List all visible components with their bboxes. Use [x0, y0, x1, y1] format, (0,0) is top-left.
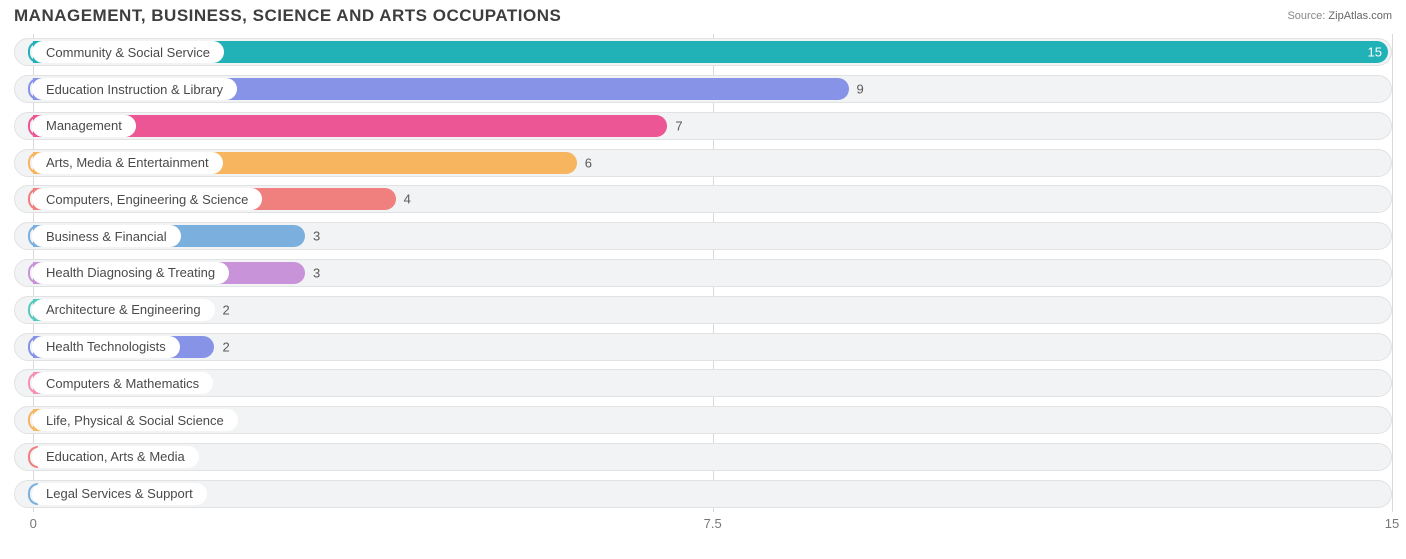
- table-row: 3 Health Diagnosing & Treating: [14, 259, 1392, 287]
- bar-value: 2: [222, 339, 229, 354]
- source-attribution: Source: ZipAtlas.com: [1287, 10, 1392, 22]
- bar-label: Education, Arts & Media: [32, 446, 199, 468]
- table-row: 2 Health Technologists: [14, 333, 1392, 361]
- table-row: 15 Community & Social Service: [14, 38, 1392, 66]
- bar-value: 9: [857, 82, 864, 97]
- table-row: 9 Education Instruction & Library: [14, 75, 1392, 103]
- bar-track: [14, 369, 1392, 397]
- table-row: 0Education, Arts & Media: [14, 443, 1392, 471]
- bar-label: Health Diagnosing & Treating: [32, 262, 229, 284]
- bar-label: Education Instruction & Library: [32, 78, 237, 100]
- bar-label: Life, Physical & Social Science: [32, 409, 238, 431]
- bar-label: Business & Financial: [32, 225, 181, 247]
- bar: [33, 41, 1388, 63]
- gridline: [1392, 34, 1393, 512]
- bar-track: [14, 296, 1392, 324]
- x-tick: 7.5: [704, 516, 722, 531]
- table-row: 3 Business & Financial: [14, 222, 1392, 250]
- x-tick: 0: [30, 516, 37, 531]
- source-label: Source:: [1287, 10, 1325, 22]
- bar-value: 3: [313, 265, 320, 280]
- plot: 15 Community & Social Service 9 Education I…: [14, 34, 1392, 512]
- bar-value: 7: [675, 118, 682, 133]
- table-row: 7 Management: [14, 112, 1392, 140]
- bar-label: Arts, Media & Entertainment: [32, 152, 223, 174]
- table-row: 1Computers & Mathematics: [14, 369, 1392, 397]
- bar-value: 3: [313, 229, 320, 244]
- bar-label: Management: [32, 115, 136, 137]
- table-row: 4 Computers, Engineering & Science: [14, 185, 1392, 213]
- table-row: 2 Architecture & Engineering: [14, 296, 1392, 324]
- chart-title: MANAGEMENT, BUSINESS, SCIENCE AND ARTS O…: [14, 6, 561, 26]
- bar-rows: 15 Community & Social Service 9 Education I…: [14, 34, 1392, 512]
- table-row: 6 Arts, Media & Entertainment: [14, 149, 1392, 177]
- bar-value: 2: [222, 302, 229, 317]
- bar-label: Community & Social Service: [32, 41, 224, 63]
- bar-label: Architecture & Engineering: [32, 299, 215, 321]
- table-row: 1Life, Physical & Social Science: [14, 406, 1392, 434]
- bar-track: [14, 443, 1392, 471]
- source-value: ZipAtlas.com: [1328, 10, 1392, 22]
- x-axis: 07.515: [14, 516, 1392, 534]
- x-tick: 15: [1385, 516, 1399, 531]
- bar-label: Health Technologists: [32, 336, 180, 358]
- bar-label: Computers & Mathematics: [32, 372, 213, 394]
- bar-label: Legal Services & Support: [32, 483, 207, 505]
- bar-label: Computers, Engineering & Science: [32, 188, 262, 210]
- bar-value: 15: [1368, 45, 1382, 60]
- chart-area: 15 Community & Social Service 9 Education I…: [0, 30, 1406, 538]
- bar-track: [14, 480, 1392, 508]
- bar-value: 6: [585, 155, 592, 170]
- table-row: 0Legal Services & Support: [14, 480, 1392, 508]
- bar-value: 4: [404, 192, 411, 207]
- bar-track: [14, 333, 1392, 361]
- header: MANAGEMENT, BUSINESS, SCIENCE AND ARTS O…: [0, 0, 1406, 30]
